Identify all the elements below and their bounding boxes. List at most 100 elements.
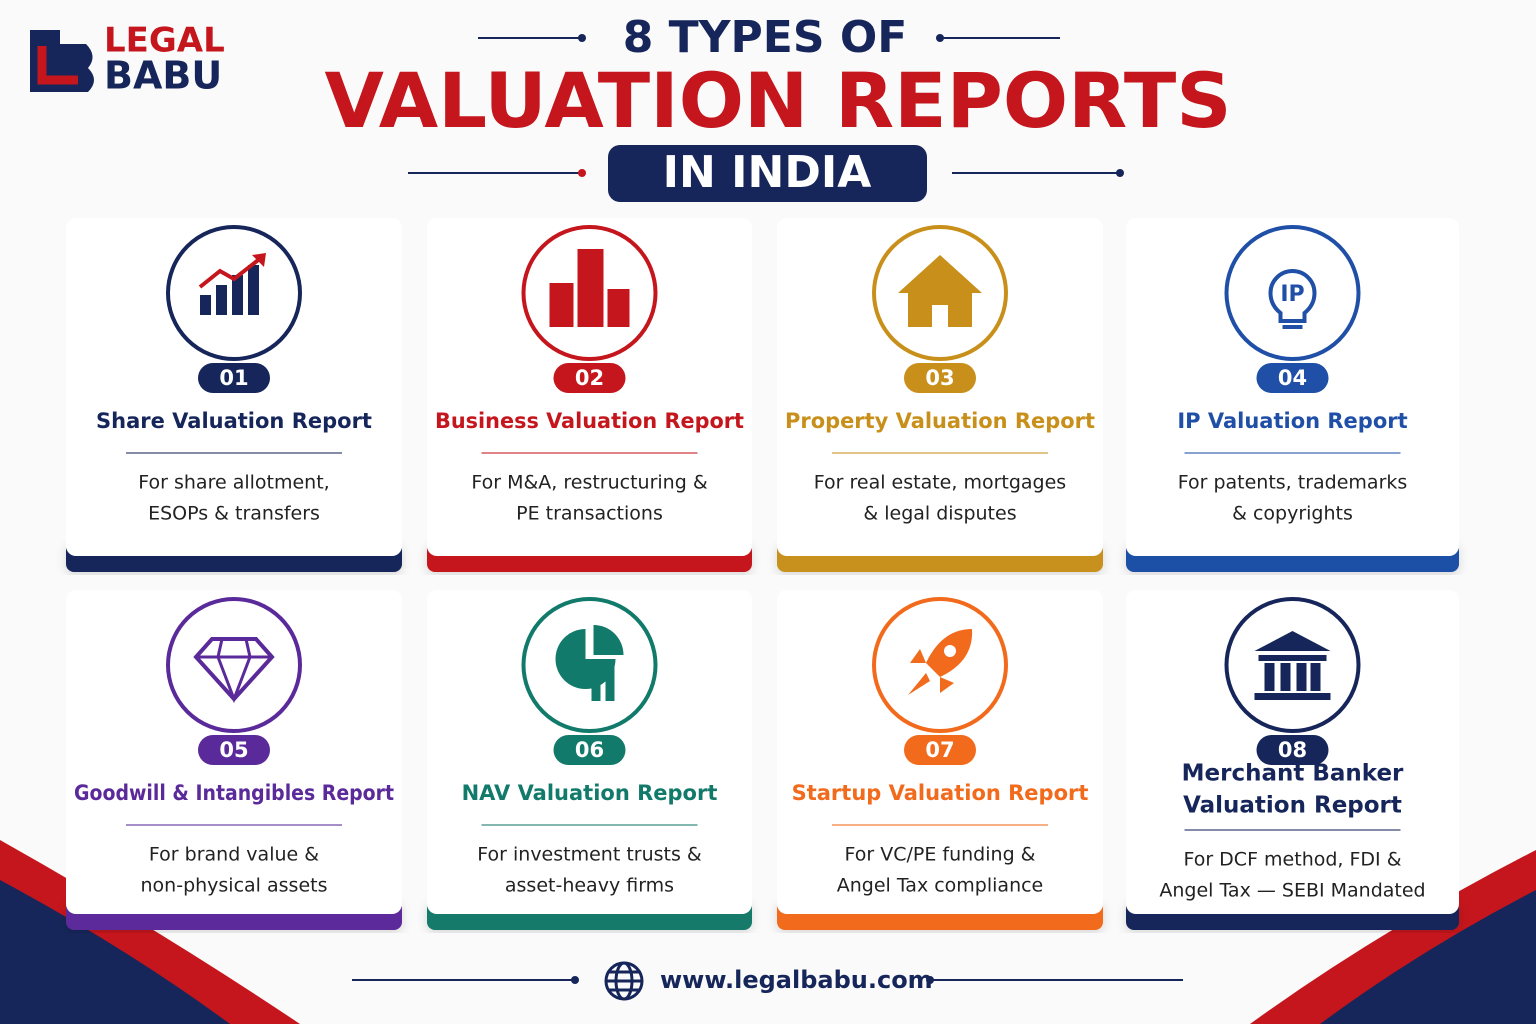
icon: IP bbox=[1268, 269, 1317, 329]
icon bbox=[198, 253, 266, 315]
card: 05 Goodwill & Intangibles Report For brand… bbox=[66, 590, 402, 930]
card: 03 Property Valuation Report For real esta… bbox=[777, 218, 1103, 572]
card-number: 01 bbox=[219, 366, 248, 390]
icon-shape bbox=[1254, 631, 1331, 651]
icon-shape bbox=[549, 283, 574, 327]
card-title: Startup Valuation Report bbox=[792, 781, 1089, 805]
header: 8 TYPES OF VALUATION REPORTS IN INDIA bbox=[325, 12, 1232, 202]
number-pill bbox=[553, 735, 626, 765]
icon-shape bbox=[605, 667, 615, 701]
swoosh-right-navy bbox=[1320, 890, 1536, 1024]
icon-shape bbox=[898, 255, 982, 327]
card: 01 Share Valuation Report For share allotm… bbox=[66, 218, 402, 572]
card-description: non-physical assets bbox=[141, 875, 328, 897]
card-number: 02 bbox=[575, 366, 604, 390]
number-pill bbox=[1256, 363, 1329, 393]
icon-ring bbox=[166, 597, 302, 733]
icon-shape bbox=[1268, 269, 1317, 323]
icon-ring bbox=[1224, 225, 1361, 361]
card-description: asset-heavy firms bbox=[505, 875, 674, 897]
number-pill bbox=[198, 363, 270, 393]
icon-shape bbox=[248, 265, 259, 315]
icon-shape bbox=[940, 677, 954, 693]
icon-shape bbox=[232, 275, 243, 315]
card: 02 Business Valuation Report For M&A, rest… bbox=[427, 218, 752, 572]
card-description: For DCF method, FDI & bbox=[1183, 849, 1401, 871]
card-description: & legal disputes bbox=[863, 503, 1016, 525]
icon-shape bbox=[216, 285, 227, 315]
header-kicker: 8 TYPES OF bbox=[623, 12, 908, 63]
header-title: VALUATION REPORTS bbox=[325, 56, 1232, 145]
card-description: ESOPs & transfers bbox=[148, 503, 320, 525]
rule-dot bbox=[578, 169, 586, 177]
card-description: For patents, trademarks bbox=[1178, 472, 1408, 494]
icon-shape bbox=[910, 649, 926, 663]
icon-shape bbox=[198, 255, 264, 289]
card-description: Angel Tax compliance bbox=[837, 875, 1044, 897]
cards: 01 Share Valuation Report For share allotm… bbox=[66, 218, 1459, 930]
rule-dot bbox=[571, 976, 579, 984]
number-pill bbox=[1256, 735, 1329, 765]
card: 07 Startup Valuation Report For VC/PE fund… bbox=[777, 590, 1103, 930]
rule-dot bbox=[1116, 169, 1124, 177]
icon-ring bbox=[1224, 597, 1361, 733]
icon bbox=[193, 637, 275, 704]
card-title: Merchant Banker bbox=[1182, 761, 1404, 787]
card-number: 05 bbox=[219, 738, 248, 762]
card-number: 04 bbox=[1278, 366, 1307, 390]
number-pill bbox=[553, 363, 626, 393]
icon-shape bbox=[252, 253, 266, 267]
icon-shape bbox=[200, 295, 211, 315]
icon-shape bbox=[1280, 663, 1291, 691]
card-number: 06 bbox=[575, 738, 604, 762]
card-description: For share allotment, bbox=[138, 472, 329, 494]
card-description: PE transactions bbox=[516, 503, 663, 525]
rule-dot bbox=[936, 34, 944, 42]
icon-shape bbox=[555, 629, 616, 689]
card: IP 04 IP Valuation Report For patents, trad… bbox=[1126, 218, 1459, 572]
icon bbox=[549, 249, 630, 327]
icon bbox=[555, 625, 624, 701]
icon-shape bbox=[1254, 693, 1331, 700]
badge bbox=[608, 145, 927, 202]
card-description: For investment trusts & bbox=[477, 844, 702, 866]
card-number: 03 bbox=[925, 366, 954, 390]
icon-shape bbox=[1296, 663, 1307, 691]
card-title: Goodwill & Intangibles Report bbox=[74, 781, 394, 805]
icon-shape bbox=[591, 679, 601, 701]
rule-dot bbox=[926, 976, 934, 984]
globe-icon bbox=[604, 961, 644, 1001]
card-number: 08 bbox=[1278, 738, 1307, 762]
icon-shape bbox=[577, 249, 604, 327]
card: 06 NAV Valuation Report For investment tru… bbox=[427, 590, 752, 930]
card-title: Valuation Report bbox=[1183, 793, 1402, 819]
card-description: For brand value & bbox=[149, 844, 319, 866]
card-description: For VC/PE funding & bbox=[845, 844, 1036, 866]
swoosh-left-navy bbox=[0, 880, 230, 1024]
number-pill bbox=[904, 363, 976, 393]
card-title: Property Valuation Report bbox=[785, 409, 1095, 433]
logo-mark-accent bbox=[37, 46, 78, 85]
logo-line1: LEGAL bbox=[104, 21, 225, 61]
icon bbox=[908, 629, 973, 695]
icon-shape bbox=[932, 305, 948, 327]
number-pill bbox=[904, 735, 976, 765]
icon-shape bbox=[1310, 663, 1321, 691]
icon-shape bbox=[1264, 663, 1275, 691]
card-description: For real estate, mortgages bbox=[814, 472, 1066, 494]
icon bbox=[1254, 631, 1331, 700]
card-title: Business Valuation Report bbox=[435, 409, 744, 433]
card-title: NAV Valuation Report bbox=[462, 781, 718, 805]
icon-shape bbox=[216, 638, 252, 704]
number-pill bbox=[198, 735, 270, 765]
icon bbox=[898, 255, 982, 327]
footer: www.legalbabu.com bbox=[352, 961, 1183, 1001]
footer-url: www.legalbabu.com bbox=[660, 966, 933, 994]
icon-shape bbox=[193, 637, 275, 702]
header-badge: IN INDIA bbox=[663, 147, 872, 198]
icon-shape bbox=[607, 289, 630, 327]
card-title: Share Valuation Report bbox=[96, 409, 372, 433]
logo-line2: BABU bbox=[104, 54, 222, 98]
